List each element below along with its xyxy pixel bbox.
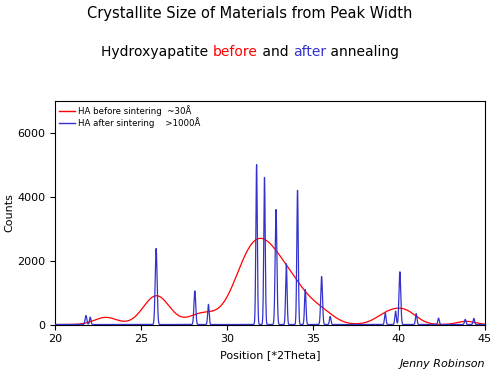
Text: before: before [213, 45, 258, 59]
X-axis label: Position [*2Theta]: Position [*2Theta] [220, 350, 320, 360]
Text: Crystallite Size of Materials from Peak Width: Crystallite Size of Materials from Peak … [88, 6, 412, 21]
Text: after: after [292, 45, 326, 59]
Text: annealing: annealing [326, 45, 399, 59]
Text: Jenny Robinson: Jenny Robinson [400, 359, 485, 369]
Text: Hydroxyapatite: Hydroxyapatite [101, 45, 213, 59]
Y-axis label: Counts: Counts [4, 193, 15, 232]
Legend: HA before sintering  ~30Å, HA after sintering    >1000Å: HA before sintering ~30Å, HA after sinte… [58, 103, 203, 130]
Text: and: and [258, 45, 292, 59]
